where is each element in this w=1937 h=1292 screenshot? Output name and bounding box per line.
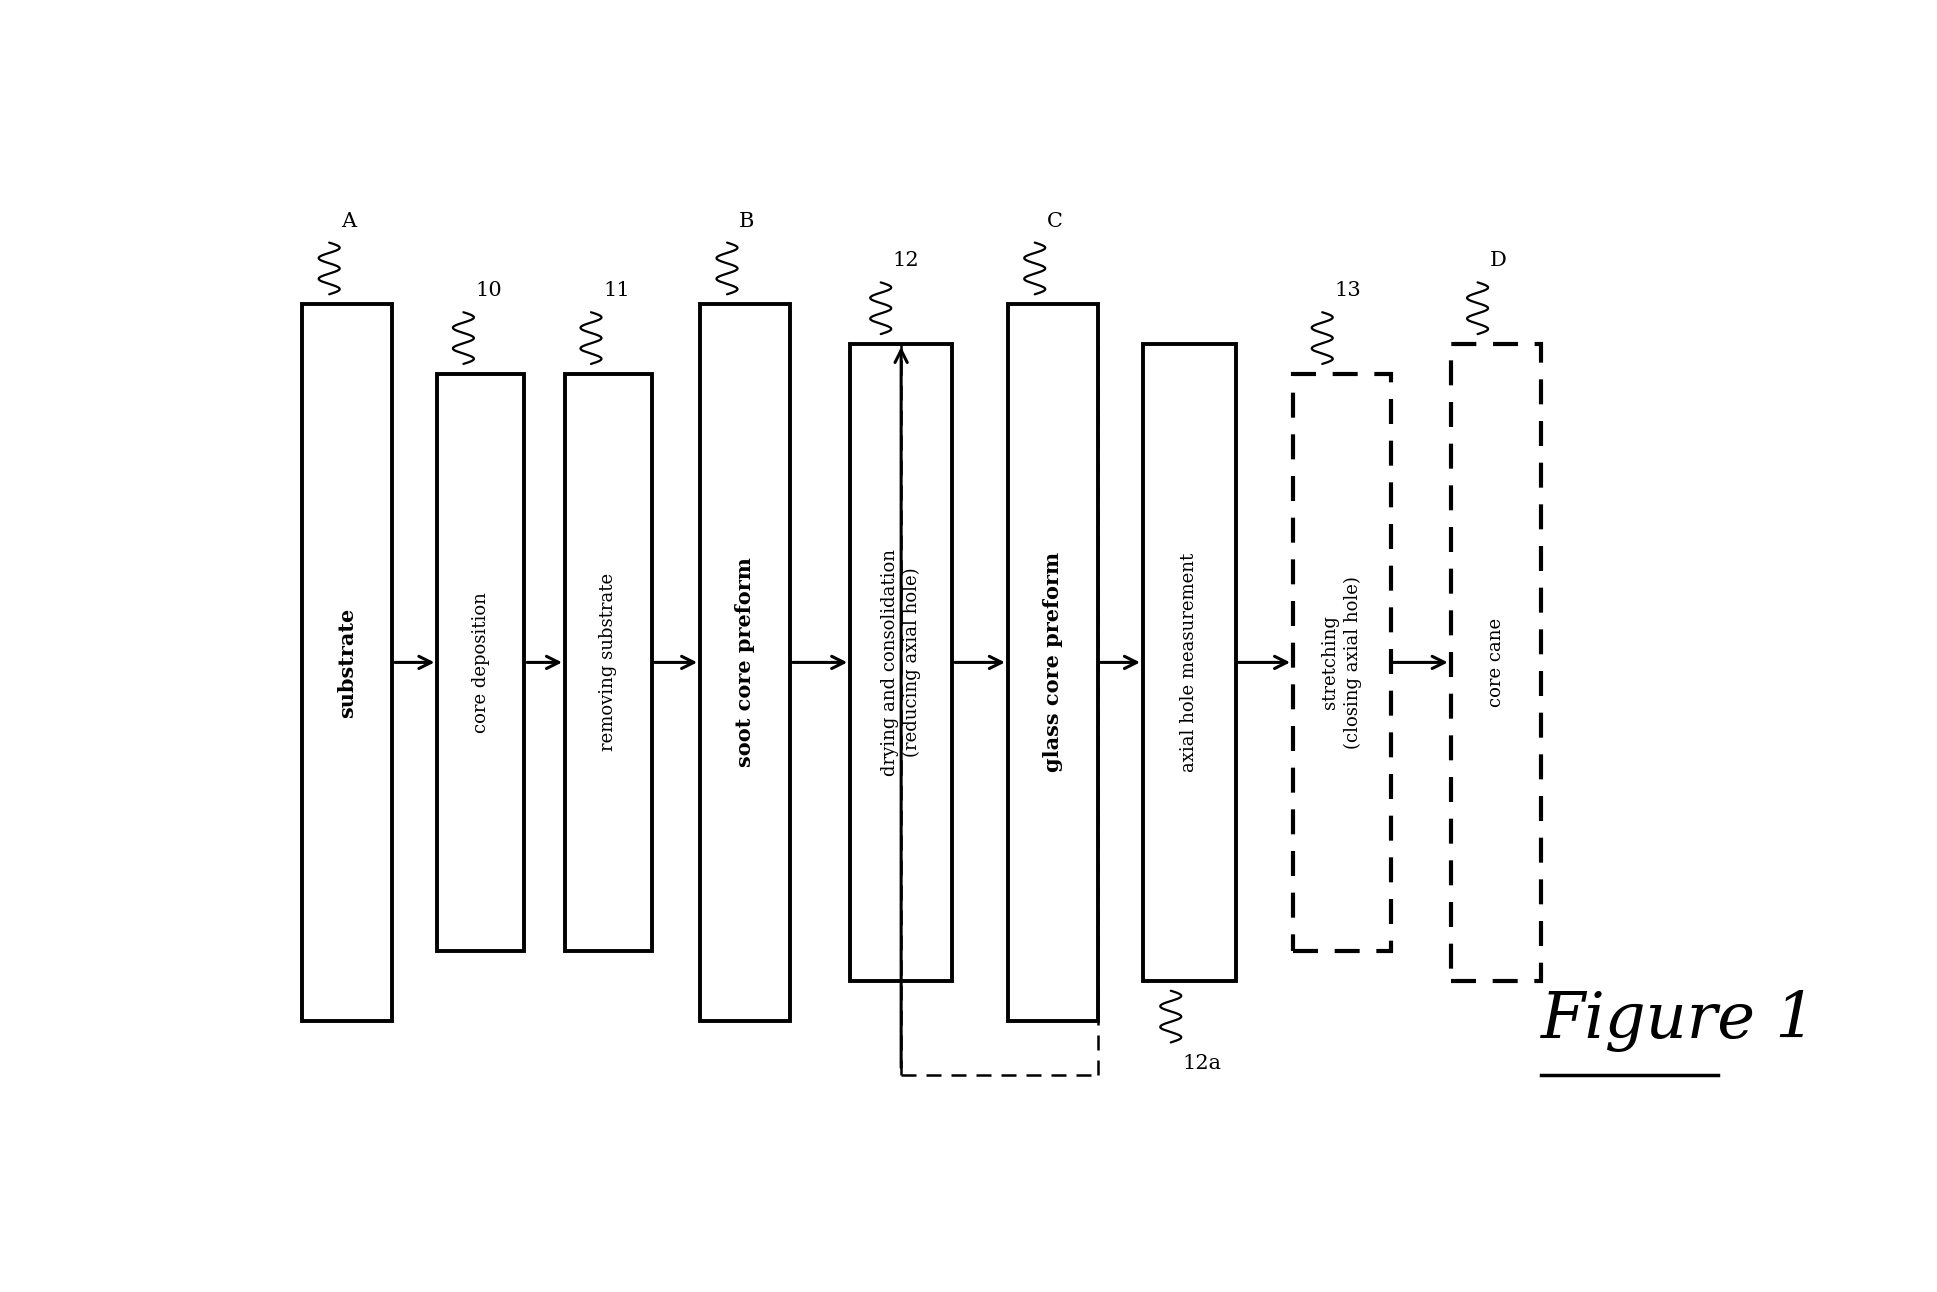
- Text: A: A: [341, 212, 356, 231]
- Text: B: B: [740, 212, 753, 231]
- Bar: [438, 373, 525, 951]
- Text: substrate: substrate: [337, 607, 356, 717]
- Text: removing substrate: removing substrate: [599, 574, 618, 752]
- Text: core deposition: core deposition: [473, 592, 490, 733]
- Text: 12: 12: [893, 252, 920, 270]
- Text: axial hole measurement: axial hole measurement: [1180, 553, 1199, 773]
- Text: soot core preform: soot core preform: [734, 557, 755, 767]
- Bar: [1451, 344, 1540, 981]
- Text: 12a: 12a: [1184, 1054, 1222, 1074]
- Bar: [1007, 304, 1098, 1021]
- Text: Figure 1: Figure 1: [1540, 990, 1817, 1052]
- Text: glass core preform: glass core preform: [1042, 553, 1063, 773]
- Text: 13: 13: [1335, 282, 1362, 300]
- Text: D: D: [1490, 252, 1507, 270]
- Text: core cane: core cane: [1486, 618, 1505, 707]
- Text: 10: 10: [475, 282, 502, 300]
- Bar: [850, 344, 953, 981]
- Bar: [566, 373, 653, 951]
- Bar: [699, 304, 790, 1021]
- Text: 11: 11: [602, 282, 630, 300]
- Text: C: C: [1046, 212, 1063, 231]
- Text: stretching
(closing axial hole): stretching (closing axial hole): [1321, 576, 1362, 749]
- Bar: [1294, 373, 1391, 951]
- Text: drying and consolidation
(reducing axial hole): drying and consolidation (reducing axial…: [881, 549, 922, 776]
- Bar: [302, 304, 393, 1021]
- Bar: [1143, 344, 1236, 981]
